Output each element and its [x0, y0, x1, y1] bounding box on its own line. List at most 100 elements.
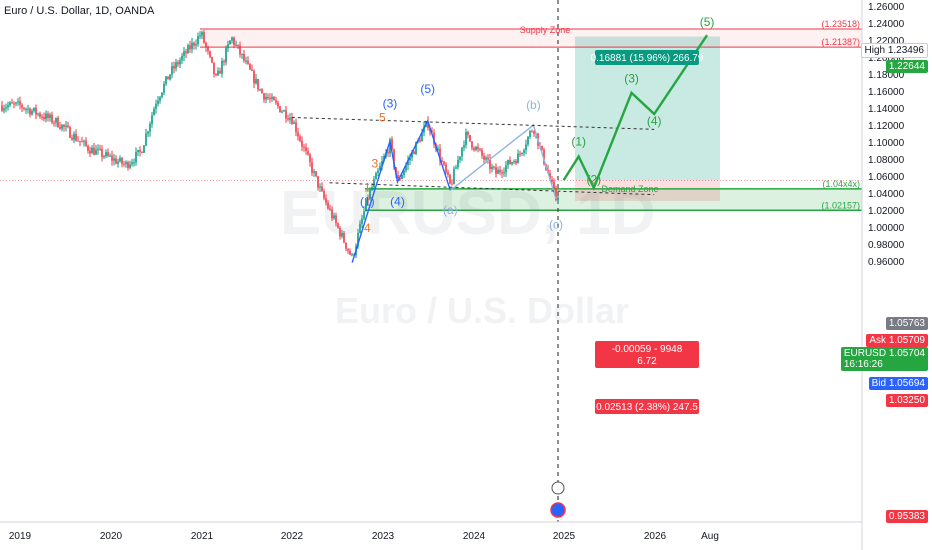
candle-body: [333, 215, 335, 219]
candle-body: [229, 40, 231, 45]
candle-body: [411, 151, 413, 158]
candle-body: [235, 44, 237, 46]
price-tag: Bid 1.05694: [868, 377, 928, 390]
candle-body: [47, 113, 49, 118]
candle-body: [221, 60, 223, 74]
time-tick-label: 2020: [99, 531, 123, 542]
candle-body: [211, 56, 213, 63]
candle-body: [87, 145, 89, 151]
candle-body: [351, 254, 353, 256]
candle-body: [61, 124, 63, 129]
candle-body: [159, 97, 161, 101]
candle-body: [369, 190, 371, 200]
price-tag: 1.22644: [885, 60, 928, 73]
candle-body: [227, 44, 229, 49]
candle-body: [313, 171, 315, 173]
price-tick-label: 1.24000: [868, 18, 905, 30]
candle-body: [447, 171, 449, 175]
candle-body: [143, 145, 145, 153]
candle-body: [529, 131, 531, 137]
candle-body: [217, 70, 219, 76]
candle-body: [427, 121, 429, 129]
symbol-title[interactable]: Euro / U.S. Dollar, 1D, OANDA: [4, 5, 155, 17]
candle-body: [259, 89, 261, 91]
candle-body: [31, 110, 33, 115]
candle-body: [345, 242, 347, 249]
supply-zone-label: Supply Zone: [520, 25, 571, 35]
candle-body: [363, 211, 365, 219]
candle-body: [525, 144, 527, 150]
candle-body: [279, 106, 281, 113]
candle-body: [81, 141, 83, 143]
candle-body: [549, 173, 551, 180]
candle-body: [509, 159, 511, 165]
wave-label: (5): [420, 82, 435, 96]
candle-body: [437, 148, 439, 151]
candle-body: [299, 136, 301, 141]
candle-body: [359, 223, 361, 233]
wave-label: (1): [571, 134, 586, 148]
candle-body: [117, 161, 119, 164]
price-tick-label: 1.04000: [868, 188, 905, 200]
candle-body: [297, 132, 299, 137]
candle-body: [29, 108, 31, 115]
candle-body: [287, 118, 289, 120]
price-tick-label: 0.96000: [868, 256, 905, 268]
wave-label: (b): [526, 98, 541, 112]
risk-label: 6.72: [637, 356, 657, 367]
candle-body: [101, 148, 103, 157]
candle-body: [315, 171, 317, 177]
demand-zone: [365, 188, 862, 211]
target-label: 0.16881 (15.96%) 266.79: [591, 53, 704, 64]
candle-body: [337, 223, 339, 228]
price-tag: EURUSD 1.05704 16:16:26: [840, 347, 928, 371]
candle-body: [157, 100, 159, 104]
candle-body: [393, 149, 395, 168]
candle-body: [293, 122, 295, 124]
candle-body: [477, 147, 479, 149]
candle-body: [135, 152, 137, 163]
price-tick-label: 1.00000: [868, 222, 905, 234]
price-tick-label: 1.08000: [868, 154, 905, 166]
time-tick-label: 2021: [190, 531, 214, 542]
candle-body: [199, 35, 201, 37]
price-tag: High 1.23496: [860, 43, 928, 58]
candle-body: [273, 96, 275, 101]
candle-body: [329, 208, 331, 210]
candle-body: [461, 147, 463, 157]
wave-label: 3: [372, 157, 379, 171]
wave-label: 5: [379, 111, 386, 125]
candle-body: [551, 179, 553, 182]
candle-body: [105, 152, 107, 157]
candle-body: [389, 139, 391, 154]
candle-body: [161, 92, 163, 98]
candle-body: [191, 42, 193, 50]
candle-body: [243, 53, 245, 61]
candle-body: [3, 108, 5, 111]
wave-label: (c): [549, 218, 563, 232]
candle-body: [501, 172, 503, 174]
candle-body: [553, 181, 555, 188]
candle-body: [197, 36, 199, 45]
candle-body: [247, 60, 249, 64]
candle-body: [281, 111, 283, 113]
candle-body: [305, 147, 307, 151]
candle-body: [349, 250, 351, 255]
candle-body: [283, 110, 285, 112]
target-label-bg: [595, 50, 699, 65]
candle-body: [413, 151, 415, 155]
candle-body: [201, 32, 203, 36]
candle-body: [99, 148, 101, 150]
wave-label: (5): [700, 15, 715, 29]
time-tick-label: 2024: [462, 531, 486, 542]
candle-body: [139, 149, 141, 152]
candle-body: [295, 122, 297, 133]
candle-body: [517, 153, 519, 164]
supply-zone: [200, 29, 862, 48]
candle-body: [497, 169, 499, 174]
candle-body: [213, 62, 215, 75]
candle-body: [251, 69, 253, 71]
candle-body: [49, 114, 51, 118]
wave-label: 4: [364, 221, 371, 235]
